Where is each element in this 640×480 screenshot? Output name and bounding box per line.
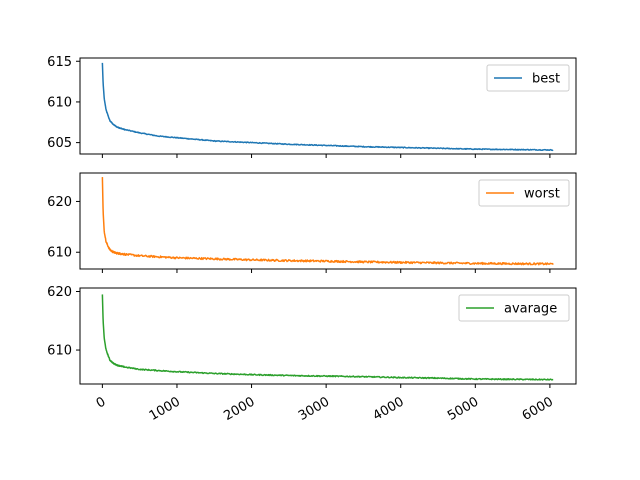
legend: worst — [478, 179, 570, 207]
x-tick-label: 4000 — [371, 394, 407, 424]
y-tick-label: 610 — [47, 344, 72, 359]
legend: best — [486, 64, 570, 92]
subplot-2: 610 620 worst — [47, 172, 577, 273]
axes-frame — [79, 57, 577, 155]
legend-box — [486, 64, 570, 92]
x-tick-label: 5000 — [445, 394, 481, 424]
y-tick-label: 620 — [47, 195, 72, 210]
legend-box — [478, 179, 570, 207]
y-tick-label: 605 — [47, 136, 72, 151]
x-tick-label: 1000 — [147, 394, 183, 424]
x-tick-label: 3000 — [296, 394, 332, 424]
legend-label: avarage — [504, 302, 557, 317]
y-tick-label: 610 — [47, 246, 72, 261]
legend-box — [458, 294, 570, 322]
x-tick-label: 2000 — [221, 394, 257, 424]
series-line-best — [101, 62, 554, 152]
subplot-3: 610 620 0 1000 2000 3000 4000 5000 6000 avarage — [47, 285, 577, 424]
legend-label: best — [532, 72, 560, 87]
y-tick-label: 610 — [47, 95, 72, 110]
legend: avarage — [458, 294, 570, 322]
subplot-1: 605 610 615 best — [47, 55, 577, 158]
x-tick-label: 6000 — [520, 394, 556, 424]
series-line-worst — [101, 177, 554, 266]
axes-frame — [79, 287, 577, 385]
x-tick-label: 0 — [94, 394, 109, 411]
y-tick-label: 620 — [47, 285, 72, 300]
axes-frame — [79, 172, 577, 270]
legend-label: worst — [524, 187, 560, 202]
series-line-avarage — [101, 294, 554, 381]
y-tick-label: 615 — [47, 55, 72, 70]
